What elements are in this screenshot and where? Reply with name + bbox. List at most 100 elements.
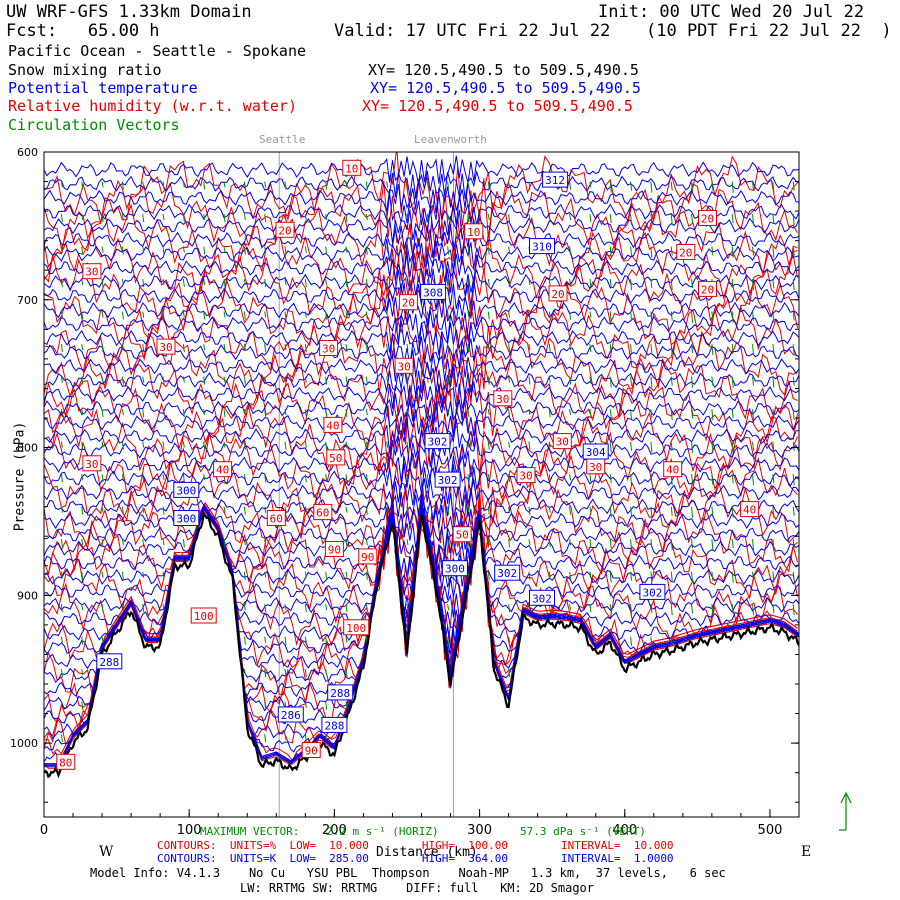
circulation-vector: [447, 181, 450, 190]
x-tick-label: 100: [177, 823, 202, 838]
rh-contour-label: 20: [701, 213, 714, 226]
circulation-vector: [670, 409, 673, 421]
circulation-vector: [772, 214, 775, 224]
circulation-vector: [711, 181, 714, 191]
circulation-vector: [731, 279, 734, 289]
circulation-vector: [589, 506, 592, 513]
circulation-vector: [345, 701, 348, 708]
circulation-vector: [162, 506, 165, 515]
circulation-vector: [203, 246, 206, 255]
circulation-vector: [304, 311, 307, 318]
circulation-vector: [589, 474, 592, 483]
circulation-vector: [528, 506, 531, 515]
circulation-vector: [650, 636, 653, 648]
rh-contour-label: 20: [402, 297, 415, 310]
circulation-vector: [264, 214, 267, 223]
circulation-vector: [711, 376, 714, 386]
circulation-vector: [121, 376, 124, 385]
circulation-vector: [182, 376, 185, 383]
circulation-vector: [752, 311, 755, 321]
circulation-vector: [691, 376, 694, 388]
circulation-vector: [447, 246, 450, 255]
max-vector-label: MAXIMUM VECTOR:: [200, 825, 300, 838]
circulation-vector: [528, 279, 531, 286]
rh-contour: [44, 504, 798, 749]
circulation-vector: [548, 344, 551, 353]
circulation-vector: [304, 246, 307, 253]
circulation-vector: [467, 279, 470, 288]
rh-contour-label-box: [394, 357, 414, 374]
rh-contour-label-box: [82, 455, 102, 472]
theta-contour: [44, 181, 799, 214]
circulation-vector: [264, 344, 267, 353]
circulation-vector: [731, 571, 734, 583]
circulation-vector: [467, 246, 470, 253]
circulation-vector: [365, 279, 368, 286]
circulation-vector: [60, 376, 63, 383]
circulation-vector: [365, 474, 368, 481]
circulation-vector: [243, 669, 246, 676]
rh-contour: [44, 450, 798, 530]
circulation-vector: [630, 246, 633, 256]
circulation-vector: [792, 344, 795, 356]
circulation-vector: [101, 539, 104, 548]
circulation-vector: [467, 474, 470, 483]
circulation-vector: [589, 604, 592, 613]
circulation-vector: [121, 409, 124, 416]
circulation-vector: [121, 571, 124, 580]
rh-contour-label-box: [698, 280, 717, 297]
rh-contour-label: 90: [328, 544, 341, 557]
circulation-vector: [264, 246, 267, 253]
circulation-vector: [508, 604, 511, 613]
circulation-vector: [60, 441, 63, 448]
circulation-vector: [609, 376, 612, 388]
rh-contour-label: 60: [316, 507, 329, 520]
circulation-vector: [325, 279, 328, 286]
rh-contour-label: 40: [743, 504, 756, 517]
circulation-vector: [60, 669, 63, 678]
circulation-vector: [142, 246, 145, 253]
circulation-vector: [243, 441, 246, 450]
theta-contour-label: 288: [324, 719, 344, 732]
circulation-vector: [182, 344, 185, 353]
circulation-vector: [447, 376, 450, 385]
rh-contour: [44, 152, 798, 235]
circulation-vector: [508, 181, 511, 188]
circulation-vector: [406, 213, 409, 221]
circulation-vector: [81, 246, 84, 255]
theta-contour-label: 300: [176, 484, 196, 497]
circulation-vector: [142, 474, 145, 483]
circulation-vector: [589, 376, 592, 383]
circulation-vector: [569, 604, 572, 611]
circulation-vector: [447, 344, 450, 351]
circulation-vector: [589, 246, 592, 253]
rh-contour-label: 90: [361, 551, 374, 564]
circulation-vector: [264, 409, 267, 418]
circulation-vector: [365, 604, 368, 611]
circulation-vector: [81, 604, 84, 611]
circulation-vector: [345, 604, 348, 613]
circulation-vector: [121, 539, 124, 546]
circulation-vector: [630, 571, 633, 581]
theta-contour-label-box: [441, 560, 468, 577]
circulation-vector: [182, 441, 185, 448]
circulation-vector: [609, 474, 612, 484]
circulation-vector: [691, 474, 694, 484]
circulation-vector: [81, 539, 84, 546]
circulation-vector: [650, 181, 653, 193]
circulation-vector: [101, 246, 104, 253]
rh-contour-label-box: [464, 223, 484, 240]
circulation-vector: [548, 539, 551, 548]
circulation-vector: [243, 213, 246, 221]
x-tick-label: 200: [322, 823, 347, 838]
circulation-vector: [650, 279, 653, 289]
circulation-vector: [345, 376, 348, 383]
circulation-vector: [223, 376, 226, 383]
circulation-vector: [731, 604, 734, 614]
circulation-vector: [345, 279, 348, 288]
circulation-vector: [325, 409, 328, 416]
circulation-vector: [345, 441, 348, 448]
circulation-vector: [60, 571, 63, 578]
circulation-vector: [264, 734, 267, 743]
rh-contour-label: 30: [85, 458, 98, 471]
